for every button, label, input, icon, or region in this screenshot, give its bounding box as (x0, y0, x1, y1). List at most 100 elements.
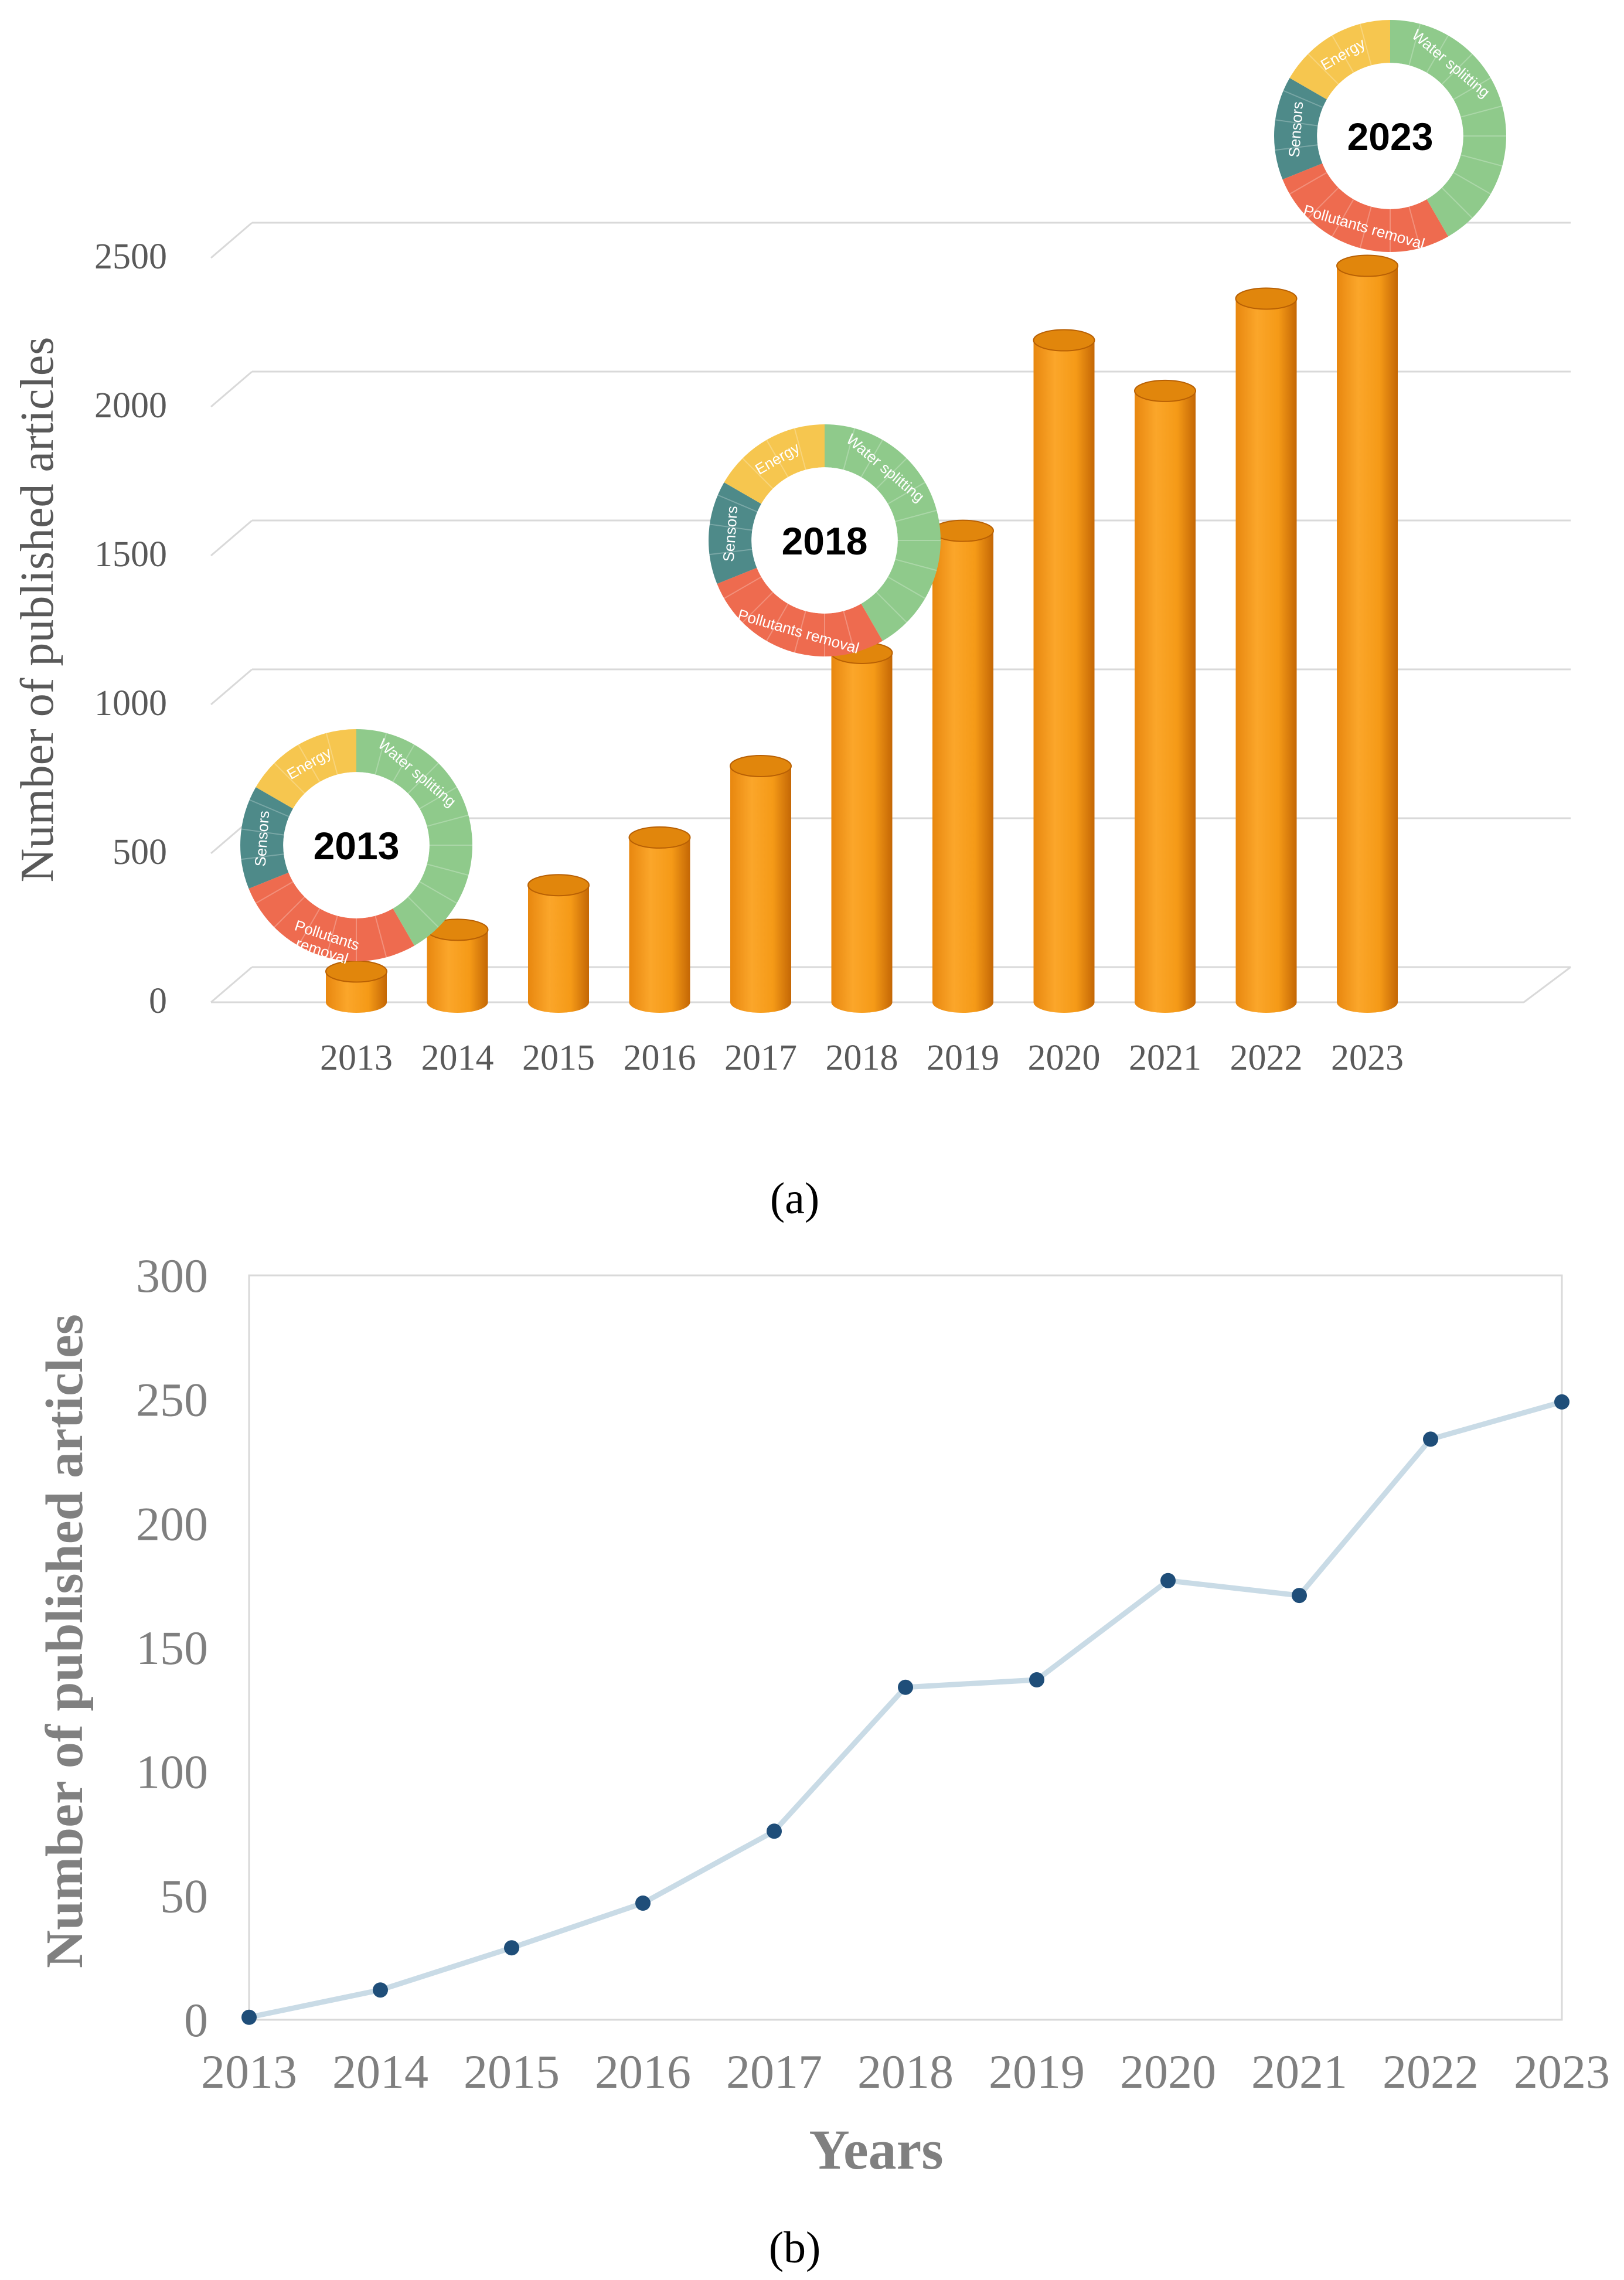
line-chart-y-tick-label: 300 (136, 1249, 208, 1302)
donut-divider (1408, 23, 1421, 66)
donut-divider (1308, 187, 1339, 219)
donut-divider (325, 733, 338, 775)
bar-top-cap (1033, 329, 1095, 352)
bar-chart-x-tick-label: 2018 (826, 1038, 898, 1078)
donut-center (1317, 63, 1463, 209)
line-chart-x-axis-label: Years (809, 2118, 943, 2181)
donut-divider (895, 559, 937, 571)
line-chart-x-tick-label: 2020 (1120, 2045, 1216, 2098)
donut-divider (325, 916, 338, 958)
line-chart-x-tick-label: 2021 (1251, 2045, 1347, 2098)
donut-divider (895, 509, 937, 522)
bar-chart-x-tick-label: 2014 (421, 1038, 494, 1078)
line-chart-y-ticks: 0 50 100 150 200 250 300 (136, 1249, 208, 2047)
bar-body (528, 885, 589, 1013)
bar-chart-x-tick-label: 2022 (1230, 1038, 1303, 1078)
donut-divider (298, 744, 321, 782)
donut-divider (407, 896, 439, 928)
donut-divider (766, 603, 789, 641)
donut-segment-sensors (1274, 78, 1327, 180)
bar-chart-x-tick-label: 2017 (724, 1038, 797, 1078)
donut-divider (1332, 35, 1354, 73)
donut-divider (766, 440, 789, 478)
donut-2013: Energy Water splittingSensorsPollutantsre… (240, 729, 472, 968)
line-chart-x-tick-label: 2023 (1514, 2045, 1610, 2098)
donut-label-sensors: Sensors (251, 810, 273, 867)
donut-divider (843, 611, 856, 653)
donut-divider (1308, 53, 1339, 85)
line-chart-x-tick-label: 2015 (464, 2045, 560, 2098)
donut-divider (742, 591, 774, 623)
donut-segment-pollutants (1282, 163, 1448, 253)
bar-chart-y-tick-label: 2000 (94, 386, 167, 426)
donut-segment-sensors (240, 787, 293, 889)
bar-top-cap (730, 755, 792, 777)
bar-chart-y-tick-label: 2500 (94, 237, 167, 277)
donut-divider (1408, 206, 1421, 249)
bar-top-cap (628, 826, 691, 849)
bar-2018 (830, 641, 893, 1013)
bar-body (326, 971, 387, 1013)
donut-year-label: 2018 (782, 519, 868, 563)
bar-chart-x-tick-label: 2020 (1028, 1038, 1101, 1078)
donut-segment-water (356, 729, 472, 946)
donut-divider (427, 863, 469, 876)
donut-divider (1275, 144, 1318, 151)
bar-top-cap (1134, 379, 1196, 402)
donut-center (283, 772, 430, 918)
bar-top-cap (1235, 287, 1298, 310)
line-chart-y-axis-label: Number of published articles (36, 1314, 94, 1968)
line-chart-y-tick-label: 100 (136, 1745, 208, 1799)
bar-chart-x-tick-label: 2015 (522, 1038, 595, 1078)
donut-divider (876, 591, 907, 623)
donut-divider (1289, 172, 1327, 195)
donut-year-label: 2013 (314, 824, 400, 867)
bar-chart-floor-edge (1523, 966, 1571, 1003)
donut-divider (794, 611, 806, 653)
bar-chart-bars (325, 254, 1398, 1013)
bar-body (1235, 298, 1297, 1013)
line-chart-point-2017 (767, 1823, 782, 1839)
donut-divider (1359, 206, 1372, 249)
donut-center (751, 467, 898, 614)
bar-2016 (628, 826, 691, 1013)
donut-label-sensors: Sensors (720, 505, 741, 562)
panel-label-a: (a) (770, 1174, 819, 1223)
donut-divider (256, 881, 294, 904)
bar-chart-gridline-edge (210, 519, 253, 557)
bar-chart-x-tick-label: 2016 (624, 1038, 696, 1078)
bar-body (1033, 340, 1095, 1013)
line-chart-point-2021 (1292, 1588, 1307, 1604)
bar-chart-gridline-edge (210, 668, 253, 706)
bar-chart-x-tick-label: 2021 (1129, 1038, 1201, 1078)
bar-body (1337, 266, 1398, 1013)
line-chart-x-tick-label: 2017 (726, 2045, 822, 2098)
donut-divider (887, 576, 925, 599)
bar-2023 (1336, 254, 1398, 1013)
donut-divider (860, 440, 883, 478)
donut-divider (1441, 187, 1473, 219)
line-chart-point-2016 (635, 1896, 651, 1911)
bar-chart-x-ticks: 2013 2014 2015 2016 2017 2018 2019 2020 2021 2022… (320, 1038, 1404, 1078)
donut-segment-energy (1289, 20, 1390, 100)
line-chart-y-tick-label: 150 (136, 1621, 208, 1675)
bar-top-cap (932, 519, 994, 542)
donut-divider (407, 763, 439, 794)
bar-2014 (426, 918, 489, 1013)
bar-2020 (1033, 329, 1095, 1013)
line-chart-point-2015 (504, 1940, 519, 1956)
line-chart-y-tick-label: 0 (184, 1993, 208, 2047)
bar-chart-y-axis-label: Number of published articles (12, 337, 63, 883)
line-chart-x-tick-label: 2014 (332, 2045, 428, 2098)
line-chart-point-2014 (373, 1982, 388, 1998)
donut-divider (742, 458, 774, 489)
line-chart-x-tick-label: 2019 (989, 2045, 1085, 2098)
donut-divider (1283, 90, 1323, 108)
donut-divider (709, 549, 753, 556)
donut-divider (241, 853, 284, 860)
bar-2013 (325, 960, 387, 1013)
donut-divider (724, 576, 762, 599)
bar-2017 (730, 755, 792, 1013)
